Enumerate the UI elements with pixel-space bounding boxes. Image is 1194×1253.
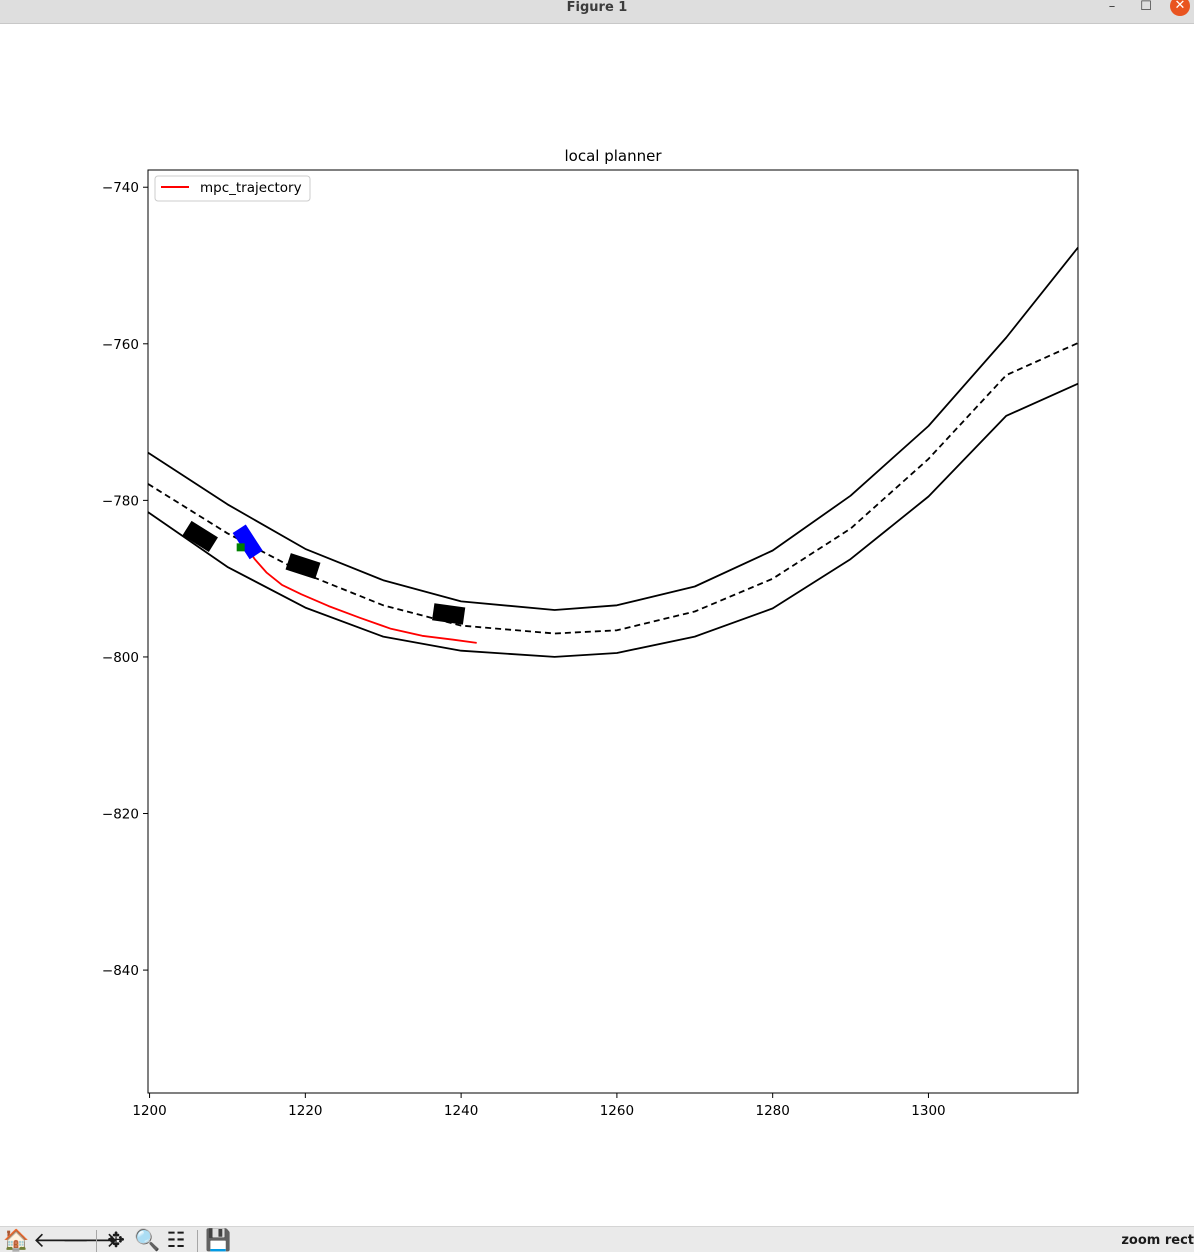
x-tick-label: 1260 — [600, 1103, 634, 1119]
plot-shapes — [182, 520, 466, 625]
zoom-icon[interactable]: 🔍 — [134, 1228, 161, 1252]
toolbar-separator — [96, 1230, 97, 1252]
centerline-dashed — [147, 342, 1079, 635]
home-icon[interactable]: 🏠 — [3, 1228, 30, 1252]
toolbar-separator — [197, 1230, 198, 1252]
obstacle-vehicle — [432, 603, 466, 625]
minimize-icon[interactable]: – — [1108, 0, 1116, 14]
x-axis: 1200 1220 1240 1260 1280 1300 — [132, 1093, 946, 1119]
mpc-trajectory-line — [246, 546, 477, 644]
legend: mpc_trajectory — [154, 175, 311, 202]
x-tick-label: 1280 — [755, 1103, 789, 1119]
target-point-marker — [236, 543, 245, 552]
forward-icon[interactable]: 🡒 — [62, 1228, 119, 1252]
x-tick-label: 1240 — [444, 1103, 478, 1119]
legend-label-mpc-trajectory: mpc_trajectory — [200, 180, 302, 196]
x-tick-label: 1300 — [911, 1103, 945, 1119]
y-tick-label: −740 — [102, 180, 139, 196]
back-icon[interactable]: 🡐 — [33, 1228, 90, 1252]
plot-svg[interactable]: local planner 1200 1220 1240 1260 1280 1300 −… — [0, 25, 1194, 1225]
y-tick-label: −840 — [102, 963, 139, 979]
y-tick-label: −780 — [102, 493, 139, 509]
configure-subplots-icon[interactable]: ☷ — [166, 1228, 186, 1252]
save-icon[interactable]: 💾 — [205, 1228, 232, 1252]
y-axis: −740 −760 −780 −800 −820 −840 — [102, 180, 148, 979]
status-message: zoom rect — [1121, 1233, 1194, 1248]
obstacle-vehicle — [285, 553, 321, 580]
close-icon[interactable]: ✕ — [1170, 0, 1190, 16]
legend-box — [154, 175, 311, 202]
chart-title: local planner — [564, 147, 662, 165]
x-tick-label: 1220 — [288, 1103, 322, 1119]
y-tick-label: −800 — [102, 650, 139, 666]
navigation-toolbar: 🏠 🡐 🡒 ✥ 🔍 ☷ 💾 zoom rect — [0, 1226, 1194, 1252]
maximize-icon[interactable]: ☐ — [1140, 0, 1152, 14]
y-tick-label: −760 — [102, 337, 139, 353]
axes-frame — [147, 169, 1079, 1094]
figure-canvas[interactable]: local planner 1200 1220 1240 1260 1280 1300 −… — [0, 25, 1194, 1225]
road-boundary-upper-line — [147, 246, 1079, 611]
x-tick-label: 1200 — [132, 1103, 166, 1119]
ego-vehicle — [232, 524, 263, 560]
y-tick-label: −820 — [102, 807, 139, 823]
pan-icon[interactable]: ✥ — [107, 1228, 125, 1252]
road-boundary-lower-line — [147, 382, 1079, 658]
window-title: Figure 1 — [566, 0, 628, 15]
obstacle-vehicle — [182, 520, 218, 552]
window-titlebar: Figure 1 – ☐ ✕ — [0, 0, 1194, 24]
plot-curves — [147, 246, 1079, 658]
